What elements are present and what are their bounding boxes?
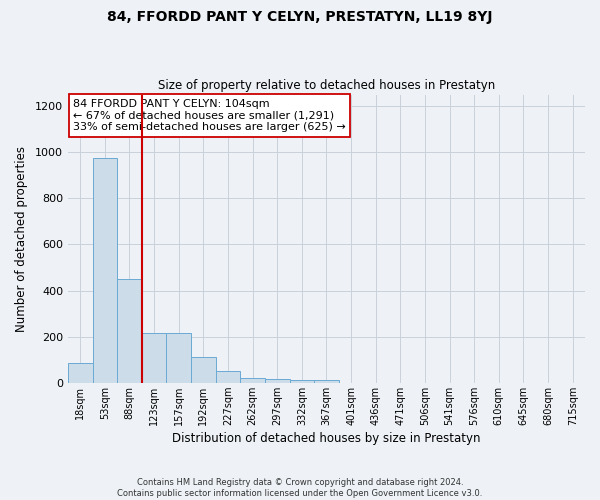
Text: 84, FFORDD PANT Y CELYN, PRESTATYN, LL19 8YJ: 84, FFORDD PANT Y CELYN, PRESTATYN, LL19… bbox=[107, 10, 493, 24]
Bar bbox=[191, 358, 215, 383]
Title: Size of property relative to detached houses in Prestatyn: Size of property relative to detached ho… bbox=[158, 79, 495, 92]
Bar bbox=[142, 333, 166, 383]
Bar bbox=[314, 380, 339, 383]
Bar bbox=[68, 363, 92, 383]
Bar bbox=[117, 279, 142, 383]
Bar bbox=[215, 371, 240, 383]
Text: Contains HM Land Registry data © Crown copyright and database right 2024.
Contai: Contains HM Land Registry data © Crown c… bbox=[118, 478, 482, 498]
Bar bbox=[265, 378, 290, 383]
Bar bbox=[240, 378, 265, 383]
Bar bbox=[92, 158, 117, 383]
Bar bbox=[290, 380, 314, 383]
X-axis label: Distribution of detached houses by size in Prestatyn: Distribution of detached houses by size … bbox=[172, 432, 481, 445]
Text: 84 FFORDD PANT Y CELYN: 104sqm
← 67% of detached houses are smaller (1,291)
33% : 84 FFORDD PANT Y CELYN: 104sqm ← 67% of … bbox=[73, 99, 346, 132]
Bar bbox=[166, 333, 191, 383]
Y-axis label: Number of detached properties: Number of detached properties bbox=[15, 146, 28, 332]
